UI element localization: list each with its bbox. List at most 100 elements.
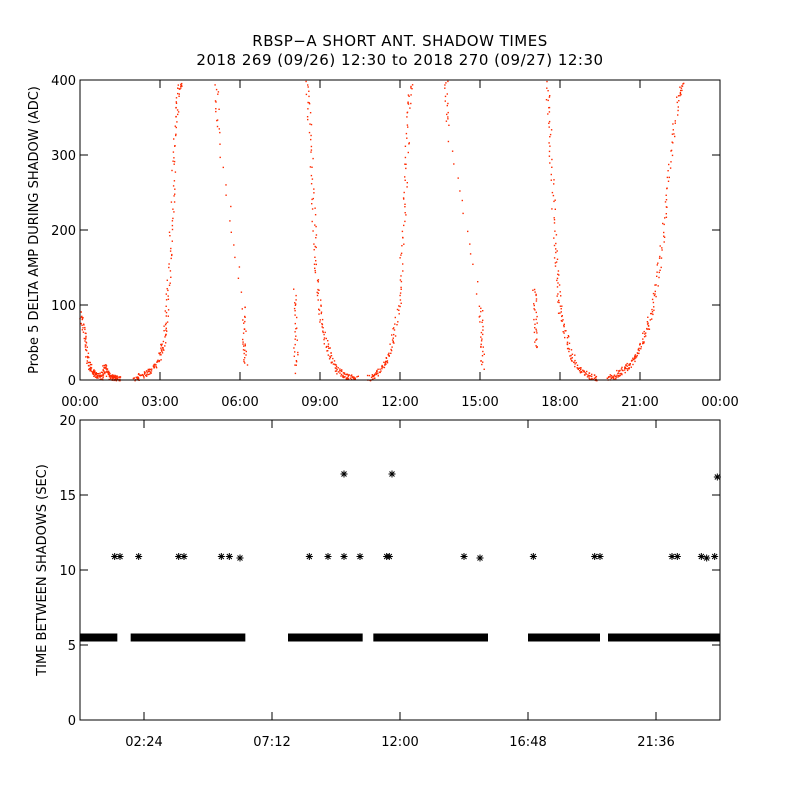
data-point	[393, 327, 395, 329]
data-point	[677, 106, 679, 108]
data-point	[170, 201, 173, 203]
data-point	[293, 347, 295, 349]
data-point	[563, 324, 565, 327]
data-point	[310, 149, 313, 151]
data-point	[315, 225, 317, 228]
data-point	[327, 340, 329, 342]
data-point	[86, 362, 88, 364]
asterisk-point	[476, 554, 484, 562]
data-point	[244, 306, 246, 308]
data-point	[313, 249, 315, 251]
data-point	[106, 371, 109, 373]
data-point	[556, 250, 558, 252]
data-point	[374, 377, 376, 379]
data-point	[147, 373, 150, 376]
data-point	[217, 91, 220, 93]
data-point	[317, 288, 319, 291]
data-point	[86, 360, 88, 362]
data-point	[165, 327, 167, 329]
data-point	[167, 309, 170, 311]
top-y-tick-label: 0	[68, 374, 76, 389]
bottom-y-tick-label: 15	[59, 489, 76, 504]
data-point	[89, 366, 92, 369]
data-point	[392, 328, 394, 330]
data-point	[105, 364, 107, 366]
data-point	[381, 366, 383, 368]
asterisk-point	[703, 554, 711, 562]
data-point	[536, 322, 538, 324]
data-point	[170, 247, 172, 250]
data-point	[114, 375, 116, 378]
baseline-points	[80, 633, 720, 642]
data-point	[574, 359, 576, 362]
data-point	[480, 331, 483, 334]
series-1	[132, 82, 183, 382]
data-point	[166, 330, 168, 332]
data-point	[164, 310, 166, 312]
data-point	[145, 374, 147, 377]
data-point	[680, 87, 683, 89]
data-point	[640, 348, 642, 350]
data-point	[327, 350, 329, 352]
data-point	[107, 372, 109, 374]
data-point	[295, 303, 297, 305]
data-point	[560, 295, 562, 297]
data-point	[652, 292, 655, 295]
data-point	[169, 270, 172, 272]
data-point	[482, 346, 484, 348]
data-point	[574, 354, 576, 356]
data-point	[141, 373, 144, 376]
data-point	[561, 315, 563, 318]
data-point	[482, 329, 484, 331]
data-point	[666, 176, 669, 179]
data-point	[548, 120, 551, 123]
data-point	[373, 373, 376, 375]
data-point	[596, 380, 598, 382]
data-point	[295, 294, 297, 297]
data-point	[643, 342, 645, 344]
data-point	[164, 336, 166, 338]
data-point	[146, 370, 148, 372]
data-point	[137, 376, 139, 378]
data-point	[143, 375, 145, 378]
data-point	[391, 346, 393, 348]
data-point	[402, 263, 404, 265]
data-point	[547, 99, 549, 102]
data-point	[578, 367, 580, 369]
data-point	[482, 361, 484, 363]
data-point	[411, 84, 414, 86]
data-point	[536, 346, 538, 349]
data-point	[404, 163, 406, 165]
data-point	[176, 121, 178, 123]
data-point	[294, 322, 296, 325]
data-point	[535, 339, 537, 341]
data-point	[81, 315, 83, 318]
data-point	[314, 214, 317, 216]
data-point	[562, 331, 564, 333]
data-point	[319, 321, 321, 323]
data-point	[370, 376, 373, 379]
data-point	[384, 362, 386, 364]
data-point	[147, 368, 149, 371]
data-point	[480, 340, 483, 342]
data-point	[559, 312, 561, 314]
data-point	[630, 366, 632, 368]
data-point	[178, 95, 180, 97]
data-point	[404, 206, 406, 208]
data-point	[105, 365, 108, 367]
data-point	[240, 291, 243, 293]
data-point	[534, 309, 536, 311]
data-point	[383, 366, 386, 369]
data-point	[533, 304, 535, 307]
data-point	[86, 349, 88, 352]
data-point	[410, 87, 412, 89]
data-point	[95, 372, 98, 375]
data-point	[114, 374, 116, 377]
chart-subtitle: 2018 269 (09/26) 12:30 to 2018 270 (09/2…	[196, 51, 604, 69]
data-point	[548, 122, 550, 124]
data-point	[218, 128, 220, 130]
data-point	[135, 376, 137, 378]
data-point	[160, 359, 162, 361]
data-point	[546, 87, 548, 89]
data-point	[680, 93, 682, 96]
